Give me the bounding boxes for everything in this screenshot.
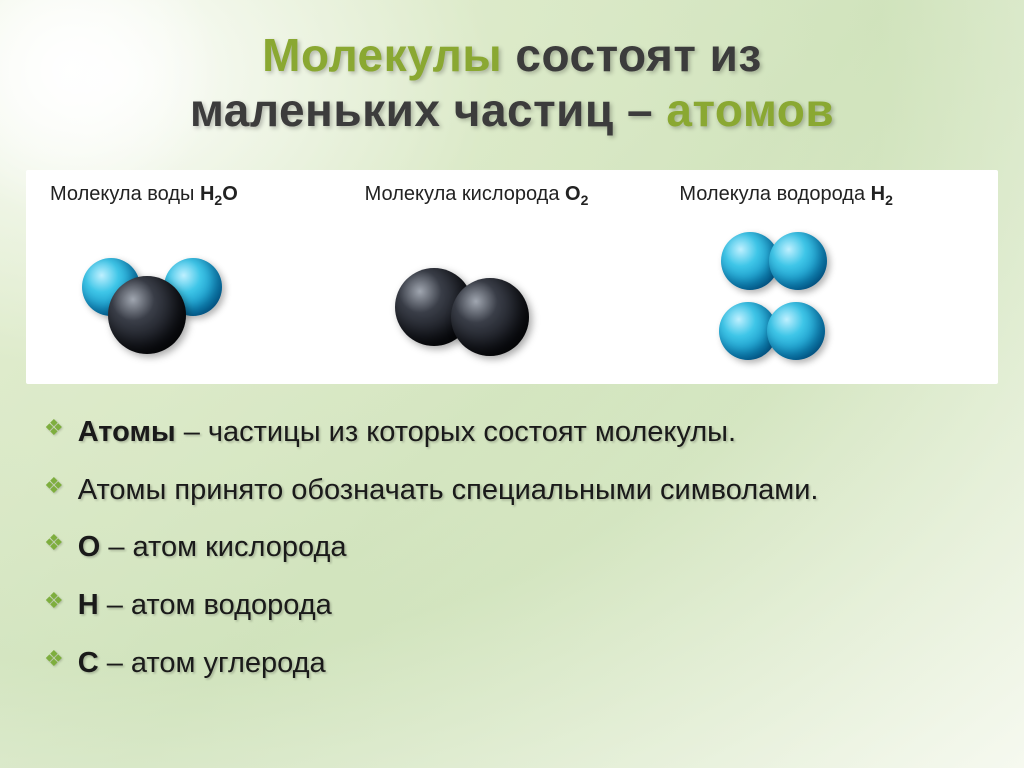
- bullet-text: Атомы принято обозначать специальными си…: [78, 472, 819, 510]
- diamond-icon: ❖: [44, 529, 64, 558]
- title-highlight-2: атомов: [666, 84, 834, 136]
- label-prefix: Молекула воды: [50, 183, 200, 205]
- molecule-graphic: [50, 220, 353, 360]
- diamond-icon: ❖: [44, 414, 64, 443]
- atom-dark-sphere: [451, 278, 529, 356]
- bullet-list: ❖ Атомы – частицы из которых состоят мол…: [0, 394, 1024, 682]
- bullet-item: ❖ Атомы принято обозначать специальными …: [44, 472, 984, 510]
- diamond-icon: ❖: [44, 587, 64, 616]
- molecule-water: Молекула воды H2O: [44, 182, 359, 360]
- bullet-text: O – атом кислорода: [78, 529, 347, 567]
- formula: H2O: [200, 183, 238, 205]
- bullet-item: ❖ O – атом кислорода: [44, 529, 984, 567]
- title-rest-1: состоят из: [502, 29, 762, 81]
- bullet-item: ❖ Атомы – частицы из которых состоят мол…: [44, 414, 984, 452]
- slide-title: Молекулы состоят из маленьких частиц – а…: [0, 0, 1024, 158]
- atom-dark-sphere: [108, 276, 186, 354]
- title-plain-2: маленьких частиц –: [190, 84, 667, 136]
- bullet-text: Атомы – частицы из которых состоят молек…: [78, 414, 736, 452]
- molecule-hydrogen: Молекула водорода H2: [673, 182, 988, 360]
- formula: H2: [871, 183, 893, 205]
- label-prefix: Молекула водорода: [679, 183, 870, 205]
- molecule-graphic: [679, 220, 982, 360]
- bullet-text: C – атом углерода: [78, 645, 326, 683]
- molecule-label: Молекула кислорода O2: [365, 182, 668, 210]
- diamond-icon: ❖: [44, 645, 64, 674]
- diamond-icon: ❖: [44, 472, 64, 501]
- bullet-item: ❖ H – атом водорода: [44, 587, 984, 625]
- molecule-oxygen: Молекула кислорода O2: [359, 182, 674, 360]
- title-heading: Молекулы состоят из маленьких частиц – а…: [40, 28, 984, 138]
- atom-light-sphere: [769, 232, 827, 290]
- molecule-panel: Молекула воды H2O Молекула кислорода O2 …: [26, 170, 998, 384]
- atom-light-sphere: [767, 302, 825, 360]
- label-prefix: Молекула кислорода: [365, 183, 565, 205]
- molecule-label: Молекула водорода H2: [679, 182, 982, 210]
- bullet-item: ❖ C – атом углерода: [44, 645, 984, 683]
- molecule-graphic: [365, 220, 668, 360]
- title-highlight-1: Молекулы: [262, 29, 502, 81]
- bullet-text: H – атом водорода: [78, 587, 332, 625]
- molecule-label: Молекула воды H2O: [50, 182, 353, 210]
- formula: O2: [565, 183, 588, 205]
